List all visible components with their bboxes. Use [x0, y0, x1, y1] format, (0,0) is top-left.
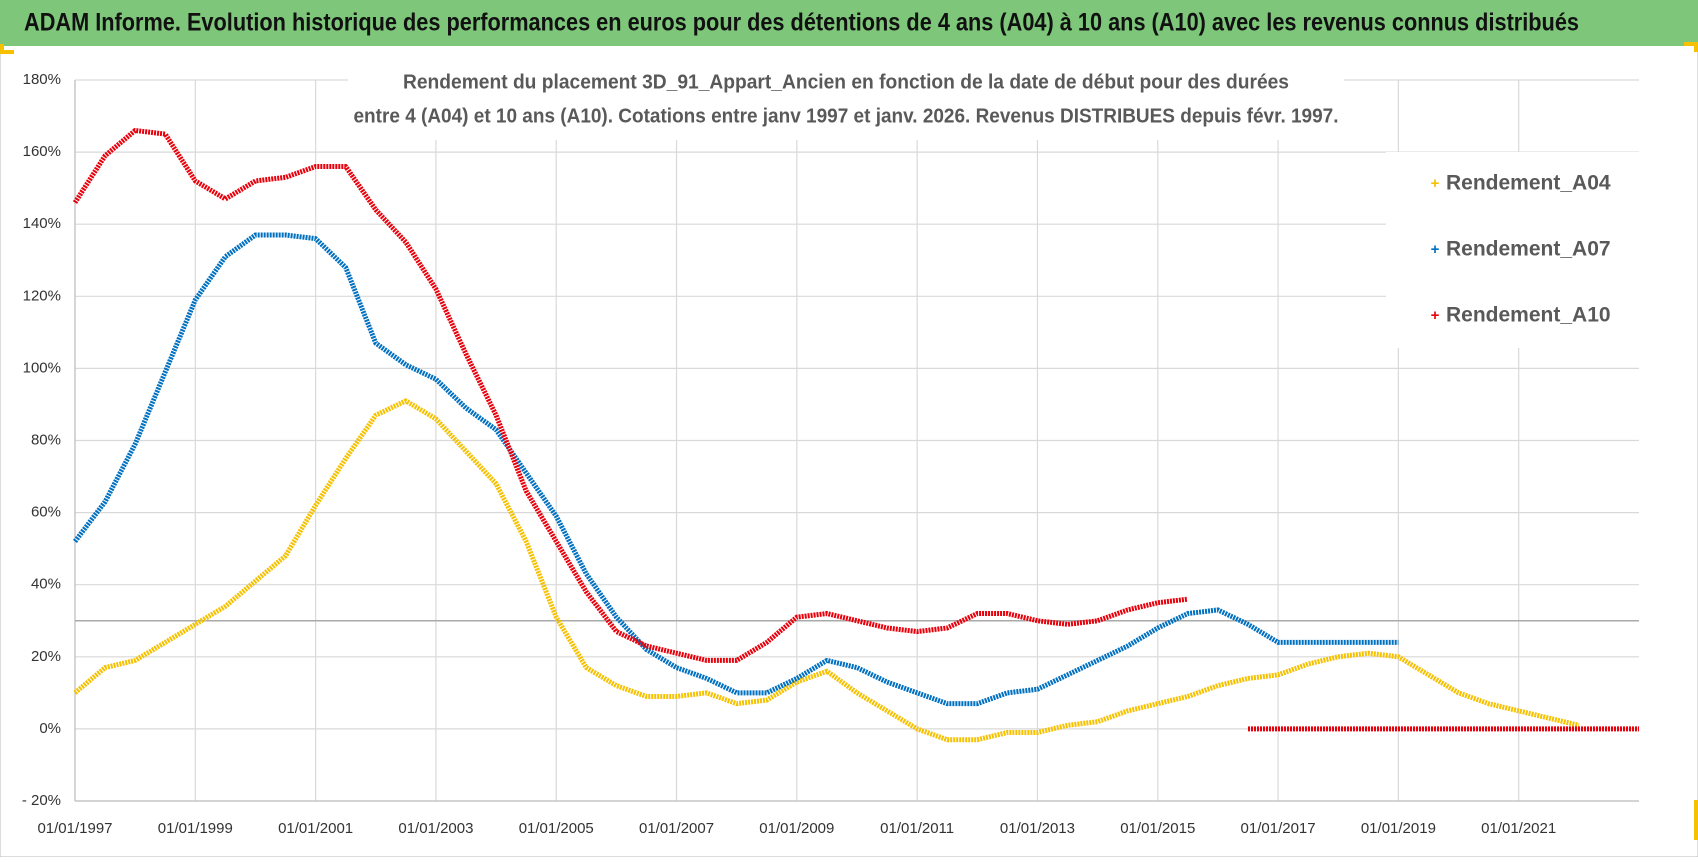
title-box [348, 64, 1344, 140]
x-tick-label: 01/01/2015 [1120, 820, 1195, 837]
y-tick-label: 160% [23, 143, 61, 160]
plot-area: - 20% 0% 20% 40% 60% 80% 100% 120% 140% 160% 180% 0… [22, 71, 1639, 837]
legend-label: Rendement_A07 [1446, 238, 1611, 261]
legend-box [1386, 152, 1640, 348]
y-tick-label: 60% [31, 504, 61, 521]
y-tick-label: 180% [23, 71, 61, 88]
corner-decoration [0, 42, 1698, 840]
x-tick-label: 01/01/1997 [37, 820, 112, 837]
header-bar [0, 0, 1698, 46]
series-line [73, 398, 1580, 743]
series-line [73, 232, 1399, 707]
y-tick-label: 40% [31, 576, 61, 593]
x-tick-label: 01/01/2011 [880, 820, 954, 837]
y-tick-label: 0% [39, 720, 61, 737]
x-tick-label: 01/01/2021 [1481, 820, 1556, 837]
y-tick-label: 20% [31, 648, 61, 665]
y-tick-label: 120% [23, 287, 61, 304]
series-line [72, 127, 1189, 663]
x-tick-label: 01/01/2019 [1361, 820, 1436, 837]
y-tick-label: 140% [23, 215, 61, 232]
x-tick-label: 01/01/2009 [759, 820, 834, 837]
legend-marker: + [1431, 307, 1440, 324]
x-tick-label: 01/01/2013 [1000, 820, 1075, 837]
x-tick-label: 01/01/2017 [1241, 820, 1316, 837]
x-tick-label: 01/01/2007 [639, 820, 714, 837]
legend: + Rendement_A04 + Rendement_A07 + Rendement_A… [1386, 152, 1640, 348]
x-tick-label: 01/01/2005 [519, 820, 594, 837]
y-tick-label: 100% [23, 359, 61, 376]
chart-title: Rendement du placement 3D_91_Appart_Anci… [403, 71, 1289, 93]
x-tick-label: 01/01/2001 [278, 820, 353, 837]
legend-label: Rendement_A10 [1446, 304, 1611, 327]
y-tick-label: - 20% [22, 792, 61, 809]
header-title: ADAM Informe. Evolution historique des p… [24, 9, 1579, 37]
legend-marker: + [1431, 175, 1440, 192]
y-tick-label: 80% [31, 431, 61, 448]
legend-marker: + [1431, 241, 1440, 258]
chart-title: entre 4 (A04) et 10 ans (A10). Cotations… [354, 105, 1339, 127]
legend-label: Rendement_A04 [1446, 172, 1611, 195]
x-tick-label: 01/01/1999 [158, 820, 233, 837]
x-tick-label: 01/01/2003 [398, 820, 473, 837]
